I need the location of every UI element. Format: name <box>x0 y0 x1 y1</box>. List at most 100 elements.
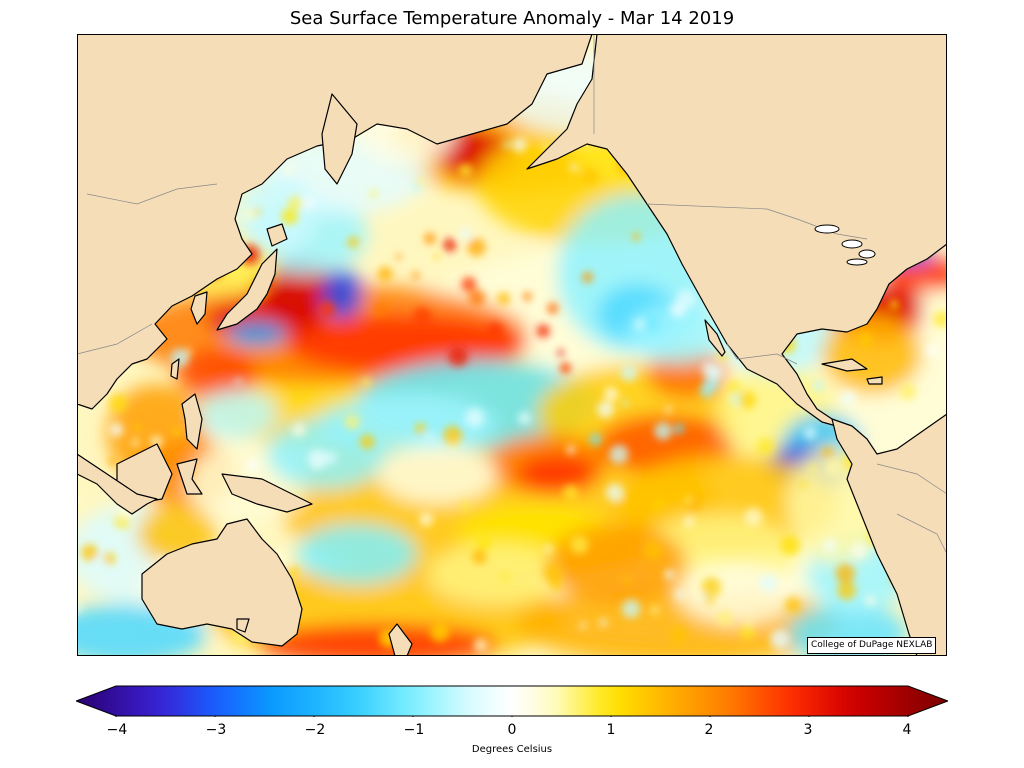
land-outline <box>190 291 208 325</box>
anomaly-speck <box>413 307 432 325</box>
anomaly-speck <box>644 541 663 559</box>
anomaly-speck <box>835 563 855 584</box>
anomaly-speck <box>109 394 127 413</box>
anomaly-speck <box>442 238 457 252</box>
anomaly-speck <box>664 406 672 414</box>
anomaly-speck <box>546 302 559 315</box>
anomaly-speck <box>443 425 463 445</box>
anomaly-speck <box>570 163 578 172</box>
anomaly-speck <box>803 426 817 440</box>
anomaly-speck <box>77 603 82 613</box>
anomaly-speck <box>579 622 587 629</box>
land-outline <box>321 93 358 185</box>
land-outline <box>77 453 158 515</box>
anomaly-patch <box>237 174 317 254</box>
anomaly-speck <box>467 238 486 257</box>
anomaly-speck <box>560 362 571 374</box>
tick-label: −4 <box>106 722 128 738</box>
credit-label: College of DuPage NEXLAB <box>807 637 937 654</box>
anomaly-speck <box>543 544 553 554</box>
anomaly-speck <box>423 597 431 604</box>
anomaly-speck <box>744 508 763 527</box>
anomaly-speck <box>487 322 504 339</box>
anomaly-speck <box>501 573 510 581</box>
anomaly-speck <box>605 483 625 502</box>
anomaly-speck <box>477 536 491 550</box>
anomaly-speck <box>785 597 801 613</box>
anomaly-speck <box>822 447 833 458</box>
map-frame <box>77 34 947 656</box>
anomaly-speck <box>359 434 375 450</box>
anomaly-speck <box>301 196 316 211</box>
anomaly-patch <box>822 314 922 394</box>
border-line <box>646 203 868 240</box>
tick-label: −3 <box>205 722 227 738</box>
anomaly-speck <box>185 348 192 355</box>
anomaly-speck <box>344 414 360 430</box>
anomaly-patch <box>517 454 597 494</box>
land-outline <box>216 248 278 331</box>
anomaly-speck <box>361 377 371 387</box>
anomaly-speck <box>430 623 450 643</box>
anomaly-speck <box>465 408 485 428</box>
anomaly-speck <box>770 629 790 649</box>
anomaly-speck <box>717 353 727 363</box>
colorbar-tick-marks <box>115 716 909 717</box>
land-outline <box>866 376 883 385</box>
anomaly-speck <box>473 638 488 653</box>
landmasses <box>77 34 947 656</box>
anomaly-speck <box>701 361 718 378</box>
anomaly-speck <box>654 422 672 440</box>
anomaly-speck <box>517 411 531 425</box>
tick-label: 0 <box>507 722 517 738</box>
anomaly-speck <box>675 590 685 600</box>
anomaly-speck <box>243 208 256 221</box>
anomaly-patch <box>677 564 797 624</box>
anomaly-speck <box>740 624 755 640</box>
anomaly-speck <box>589 433 602 446</box>
anomaly-speck <box>461 276 477 292</box>
land-outline <box>141 518 303 647</box>
anomaly-speck <box>415 423 426 434</box>
tick-label: −2 <box>304 722 326 738</box>
land-outline <box>704 319 726 357</box>
anomaly-speck <box>858 332 874 347</box>
colorbar <box>76 685 948 717</box>
anomaly-speck <box>448 346 468 367</box>
anomaly-speck <box>395 253 402 260</box>
anomaly-speck <box>566 445 576 455</box>
anomaly-speck <box>621 599 641 619</box>
anomaly-speck <box>813 380 824 392</box>
anomaly-speck <box>109 422 124 437</box>
anomaly-speck <box>669 626 688 644</box>
land-outline <box>821 358 868 372</box>
anomaly-patch <box>197 389 277 439</box>
tick-label: 4 <box>902 722 912 738</box>
land-outline <box>176 458 203 495</box>
anomaly-speck <box>458 163 473 177</box>
land-outline <box>388 623 413 656</box>
border-line <box>726 343 798 365</box>
sst-anomaly-map <box>77 34 947 656</box>
anomaly-speck <box>468 289 486 307</box>
anomaly-speck <box>621 365 637 382</box>
anomaly-speck <box>103 552 116 565</box>
anomaly-patch <box>547 524 687 604</box>
anomaly-speck <box>673 423 685 434</box>
land-outline <box>236 618 250 633</box>
anomaly-speck <box>899 383 917 401</box>
anomaly-patch <box>227 322 287 346</box>
tick-label: −1 <box>403 722 425 738</box>
anomaly-speck <box>609 444 629 464</box>
anomaly-speck <box>522 291 532 302</box>
lake <box>814 224 840 234</box>
anomaly-speck <box>717 610 732 626</box>
lakes <box>814 224 876 266</box>
anomaly-speck <box>633 318 646 330</box>
anomaly-speck <box>841 392 854 405</box>
anomaly-speck <box>756 437 775 456</box>
anomaly-speck <box>823 538 837 553</box>
anomaly-speck <box>851 543 867 559</box>
anomaly-speck <box>288 566 299 577</box>
anomaly-speck <box>889 299 900 309</box>
